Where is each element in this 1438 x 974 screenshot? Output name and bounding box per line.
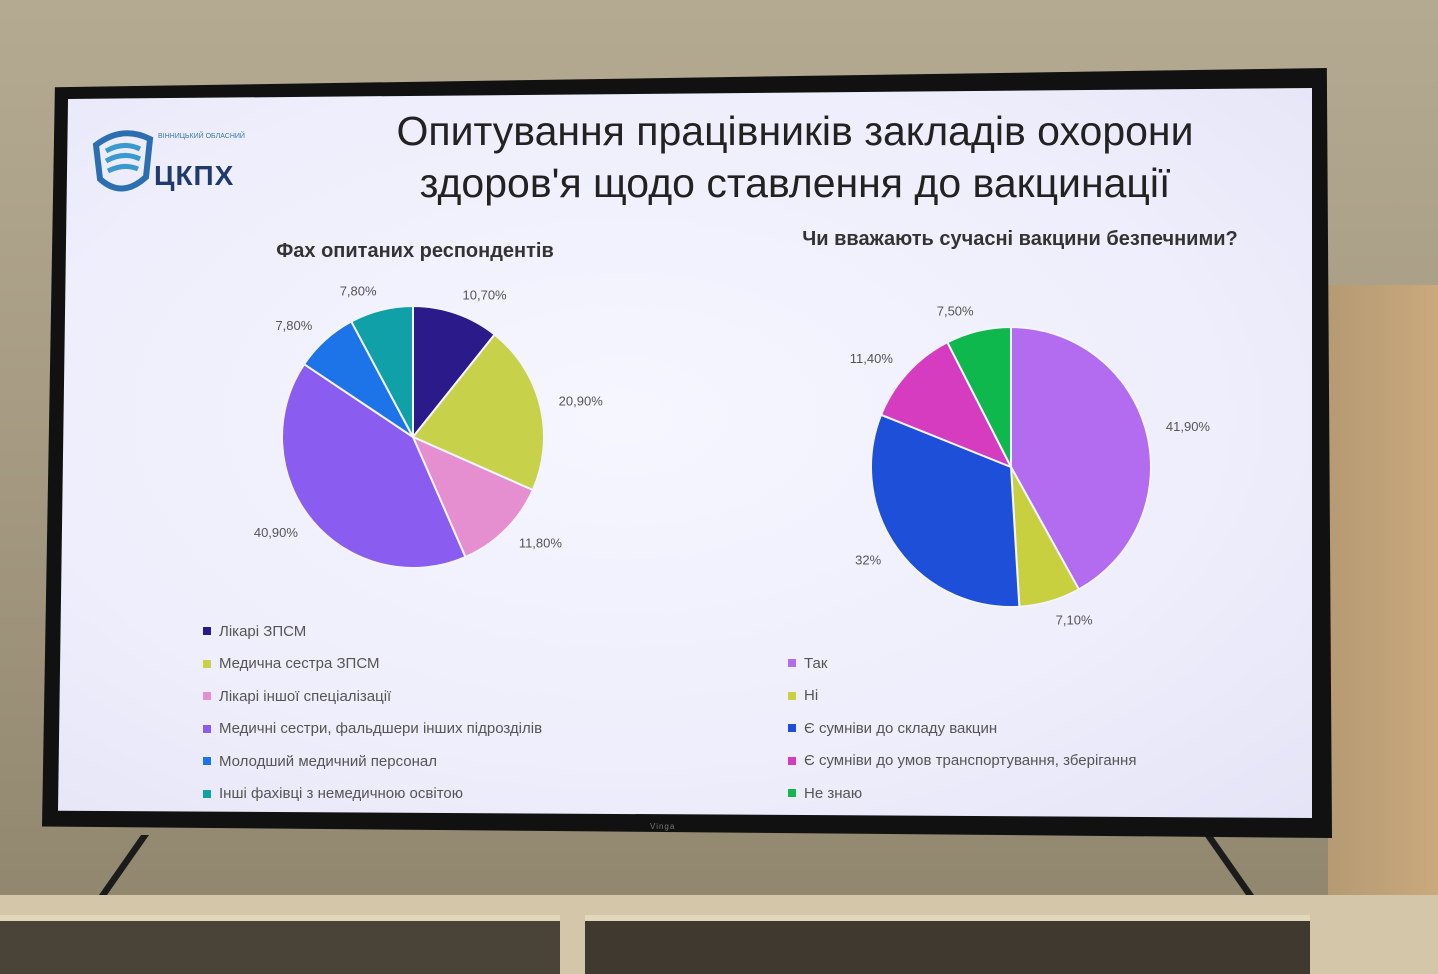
- legend2-item-4: Не знаю: [788, 777, 1136, 810]
- logo-text: ЦКПХ: [154, 160, 235, 191]
- legend1-label-4: Молодший медичний персонал: [219, 752, 437, 770]
- pie2-data-label-1: 7,10%: [1056, 613, 1093, 628]
- legend1-item-0: Лікарі ЗПСМ: [203, 615, 542, 648]
- legend1-swatch-1: [203, 659, 211, 668]
- legend1-label-1: Медична сестра ЗПСМ: [219, 655, 380, 673]
- pie1-slice-5: [349, 304, 414, 438]
- legend1-swatch-2: [203, 692, 211, 701]
- pie2-data-label-2: 32%: [855, 553, 881, 568]
- legend1-item-5: Інші фахівці з немедичною освітою: [203, 778, 542, 811]
- legend1-label-2: Лікарі іншої спеціалізації: [219, 687, 392, 705]
- chart-1-legend: Лікарі ЗПСМ Медична сестра ЗПСМ Лікарі інш…: [203, 615, 542, 810]
- legend1-swatch-5: [203, 789, 211, 798]
- legend1-item-4: Молодший медичний персонал: [203, 745, 542, 778]
- legend2-swatch-1: [788, 691, 796, 700]
- slide-title-line-1: Опитування працівників закладів охорони: [396, 108, 1194, 154]
- legend1-label-3: Медичні сестри, фальдшери інших підрозді…: [219, 720, 543, 738]
- legend1-swatch-3: [203, 724, 211, 733]
- slide-title: Опитування працівників закладів охорони …: [290, 105, 1300, 209]
- pie1-data-label-3: 40,90%: [254, 525, 299, 540]
- cophc-shield-logo-icon: [92, 130, 154, 192]
- legend2-label-4: Не знаю: [804, 784, 863, 802]
- pie-chart-vaccine-safety: 41,90% 7,10% 32% 11,40% 7,50%: [850, 303, 1211, 628]
- legend1-label-0: Лікарі ЗПСМ: [219, 622, 307, 640]
- pie1-data-label-1: 20,90%: [559, 393, 604, 408]
- pie2-data-label-0: 41,90%: [1166, 419, 1211, 434]
- legend2-item-1: Ні: [788, 680, 1136, 713]
- pie2-slice-0: [1010, 325, 1152, 591]
- legend1-swatch-4: [203, 757, 211, 766]
- pie1-slice-2: [411, 435, 535, 559]
- pie2-slice-4: [946, 325, 1012, 468]
- legend2-swatch-4: [788, 789, 796, 798]
- pie1-slice-3: [281, 362, 467, 569]
- legend2-item-3: Є сумніви до умов транспортування, збері…: [788, 745, 1136, 778]
- chart-2-title: Чи вважають сучасні вакцини безпечними?: [802, 228, 1238, 250]
- legend1-item-3: Медичні сестри, фальдшери інших підрозді…: [203, 713, 542, 746]
- legend2-label-3: Є сумніви до умов транспортування, збері…: [804, 752, 1137, 770]
- legend1-item-2: Лікарі іншої спеціалізації: [203, 680, 542, 713]
- legend2-swatch-2: [788, 724, 796, 733]
- pie1-data-label-2: 11,80%: [519, 535, 563, 550]
- slide-title-line-2: здоров'я щодо ставлення до вакцинації: [419, 160, 1171, 206]
- pie1-data-label-0: 10,70%: [463, 287, 508, 302]
- cabinet-door-right: [585, 915, 1310, 974]
- legend1-swatch-0: [203, 627, 211, 636]
- legend2-swatch-3: [788, 756, 796, 765]
- legend2-swatch-0: [788, 659, 796, 668]
- pie1-data-label-5: 7,80%: [340, 283, 377, 298]
- legend2-item-2: Є сумніви до складу вакцин: [788, 712, 1136, 745]
- cabinet-door-left: [0, 915, 560, 974]
- pie1-data-label-4: 7,80%: [275, 318, 312, 333]
- legend2-label-1: Ні: [804, 687, 819, 705]
- wooden-shelf: [1328, 285, 1438, 905]
- pie2-data-label-4: 7,50%: [937, 303, 974, 318]
- chart-1-title: Фах опитаних респондентів: [276, 240, 554, 262]
- tv-brand-label: Vinga: [650, 822, 676, 831]
- pie-chart-profession: 10,70% 20,90% 11,80% 40,90% 7,80% 7,80%: [254, 283, 604, 569]
- legend2-label-0: Так: [804, 654, 828, 672]
- legend1-label-5: Інші фахівці з немедичною освітою: [219, 785, 463, 803]
- chart-2-legend: Так Ні Є сумніви до складу вакцин Є сумніви…: [788, 647, 1136, 810]
- logo-subtitle: ВІННИЦЬКИЙ ОБЛАСНИЙ: [158, 133, 245, 140]
- pie1-slice-0: [412, 304, 497, 440]
- pie2-slice-2: [870, 413, 1021, 608]
- pie2-slice-3: [879, 340, 1014, 469]
- legend1-item-1: Медична сестра ЗПСМ: [203, 648, 542, 681]
- legend2-item-0: Так: [788, 647, 1136, 680]
- pie2-data-label-3: 11,40%: [850, 351, 894, 366]
- legend2-label-2: Є сумніви до складу вакцин: [804, 719, 998, 737]
